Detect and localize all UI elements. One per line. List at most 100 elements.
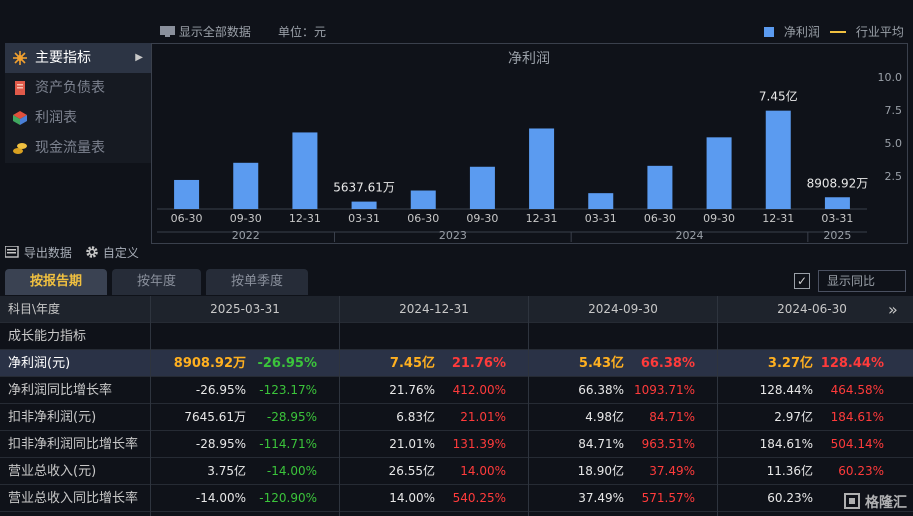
row-value: 3.75亿 [207, 464, 246, 478]
bar[interactable] [174, 179, 200, 209]
menu-item-balance-sheet[interactable]: 资产负债表 [5, 73, 151, 103]
legend-line-swatch [830, 31, 846, 33]
bar[interactable] [292, 132, 318, 209]
yoy-checkbox[interactable]: ✓ [794, 273, 810, 289]
tab-by-year[interactable]: 按年度 [112, 269, 201, 295]
section-title: 成长能力指标 [8, 329, 87, 344]
row-yoy-change: 412.00% [452, 383, 506, 397]
row-yoy-change: 128.44% [820, 356, 884, 371]
next-periods-icon[interactable]: » [888, 300, 898, 319]
row-value: 3.27亿 [767, 356, 813, 371]
menu-item-income-statement[interactable]: 利润表 [5, 103, 151, 133]
period-header[interactable]: 2024-12-31 [399, 302, 469, 316]
table-row[interactable]: 营业总收入同比增长率 -14.00% -120.90% 14.00% 540.25% 37… [0, 485, 913, 512]
menu-item-label: 利润表 [35, 110, 77, 126]
row-yoy-change: -14.00% [266, 464, 317, 478]
year-label: 2024 [676, 229, 704, 242]
menu-item-label: 主要指标 [35, 50, 91, 66]
table-row[interactable]: 净利润同比增长率 -26.95% -123.17% 21.76% 412.00% 66.3… [0, 377, 913, 404]
menu-item-main-indicators[interactable]: 主要指标 ▶ [5, 43, 151, 73]
customize-button[interactable]: 自定义 [85, 244, 139, 261]
bar[interactable] [706, 137, 732, 209]
row-yoy-change: -28.95% [266, 410, 317, 424]
cube-icon [13, 111, 27, 125]
x-tick-label: 03-31 [348, 212, 380, 225]
menu-item-label: 资产负债表 [35, 80, 105, 96]
row-label: 营业总收入(元) [8, 464, 97, 479]
table-header-row: 科目\年度 2025-03-31 2024-12-31 2024-09-30 2… [0, 296, 913, 323]
brand-icon [844, 493, 861, 509]
row-yoy-change: 540.25% [452, 491, 506, 505]
row-yoy-change: 1093.71% [633, 383, 695, 397]
period-header[interactable]: 2025-03-31 [210, 302, 280, 316]
row-value: 18.90亿 [577, 464, 624, 478]
watermark-logo: 格隆汇 [844, 492, 907, 512]
data-label: 5637.61万 [333, 181, 395, 195]
submenu-arrow-icon: ▶ [135, 52, 143, 63]
row-yoy-change: 60.23% [838, 464, 884, 478]
row-value: 84.71% [578, 437, 624, 451]
bar[interactable] [469, 166, 495, 209]
y-tick-label: 10.0 [878, 71, 903, 84]
row-yoy-change: -26.95% [257, 356, 317, 371]
tab-by-quarter[interactable]: 按单季度 [206, 269, 308, 295]
document-icon [15, 81, 25, 95]
period-header[interactable]: 2024-09-30 [588, 302, 658, 316]
data-label: 8908.92万 [807, 176, 869, 190]
row-yoy-change: -120.90% [259, 491, 317, 505]
yoy-toggle-label[interactable]: 显示同比 [818, 270, 906, 292]
row-value: 60.23% [767, 491, 813, 505]
tab-by-report-period[interactable]: 按报告期 [5, 269, 107, 295]
row-yoy-change: 464.58% [830, 383, 884, 397]
bar[interactable] [588, 193, 614, 209]
show-all-data-toggle[interactable]: 显示全部数据 [160, 23, 251, 40]
corner-header: 科目\年度 [8, 302, 61, 316]
year-label: 2022 [232, 229, 260, 242]
row-value: 14.00% [389, 491, 435, 505]
bar[interactable] [765, 110, 791, 209]
bar[interactable] [351, 201, 377, 209]
watermark-text: 格隆汇 [865, 495, 907, 511]
net-profit-chart: 净利润 2.5 5.0 7.5 10.0 06-30 09-30 12-31 03-31 06-… [151, 43, 908, 244]
table-row[interactable]: 营业总收入(元) 3.75亿 -14.00% 26.55亿 14.00% 18.90亿 37… [0, 458, 913, 485]
row-value: 7645.61万 [184, 410, 246, 424]
legend-industry-avg[interactable]: 行业平均 [830, 23, 904, 40]
row-yoy-change: 21.76% [451, 356, 506, 371]
data-tools: 导出数据 自定义 [4, 244, 305, 264]
row-label: 扣非净利润同比增长率 [8, 437, 139, 452]
monitor-icon [160, 26, 175, 37]
table-row[interactable]: 扣非净利润同比增长率 -28.95% -114.71% 21.01% 131.39% 84… [0, 431, 913, 458]
gear-icon [86, 246, 98, 258]
table-row[interactable]: 净利润(元) 8908.92万 -26.95% 7.45亿 21.76% 5.43亿 66.… [0, 350, 913, 377]
period-header[interactable]: 2024-06-30 [777, 302, 847, 316]
section-row: 成长能力指标 [0, 323, 913, 350]
column-divider [528, 296, 529, 516]
x-tick-label: 06-30 [171, 212, 203, 225]
chart-toolbar: 显示全部数据 单位：元 净利润 行业平均 [0, 20, 913, 42]
row-yoy-change: 21.01% [460, 410, 506, 424]
bar[interactable] [824, 197, 850, 209]
row-yoy-change: -123.17% [259, 383, 317, 397]
x-tick-label: 09-30 [230, 212, 262, 225]
bar[interactable] [529, 128, 555, 209]
unit-label: 单位：元 [278, 25, 327, 39]
legend-net-profit[interactable]: 净利润 [764, 23, 820, 40]
y-tick-label: 5.0 [885, 137, 903, 150]
menu-item-cash-flow[interactable]: 现金流量表 [5, 133, 151, 163]
export-data-button[interactable]: 导出数据 [4, 244, 72, 261]
bar[interactable] [647, 165, 673, 209]
row-yoy-change: 504.14% [830, 437, 884, 451]
row-label: 净利润同比增长率 [8, 383, 113, 398]
bar[interactable] [410, 190, 436, 209]
row-value: 21.76% [389, 383, 435, 397]
bar[interactable] [233, 162, 259, 209]
table-row[interactable]: 扣非净利润(元) 7645.61万 -28.95% 6.83亿 21.01% 4.98亿 8… [0, 404, 913, 431]
row-value: 11.36亿 [766, 464, 813, 478]
y-tick-label: 2.5 [885, 170, 903, 183]
chart-title: 净利润 [508, 51, 550, 67]
row-value: 4.98亿 [585, 410, 624, 424]
row-yoy-change: 37.49% [649, 464, 695, 478]
row-yoy-change: 963.51% [641, 437, 695, 451]
row-value: 128.44% [759, 383, 813, 397]
row-label: 营业总收入同比增长率 [8, 491, 139, 506]
